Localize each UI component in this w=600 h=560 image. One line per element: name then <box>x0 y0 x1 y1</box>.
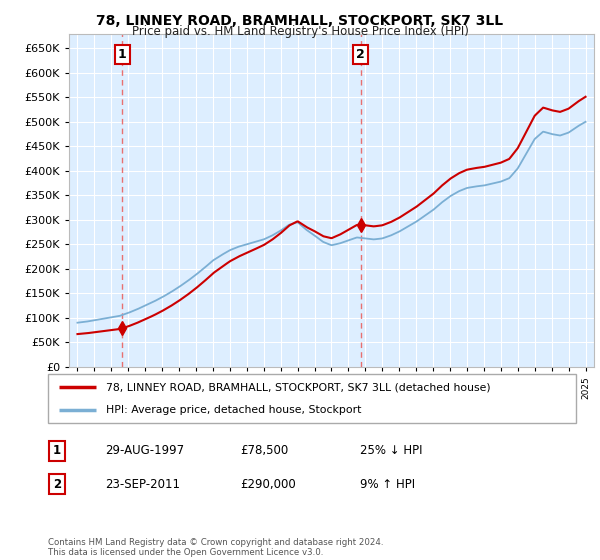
Text: Price paid vs. HM Land Registry's House Price Index (HPI): Price paid vs. HM Land Registry's House … <box>131 25 469 38</box>
Text: 29-AUG-1997: 29-AUG-1997 <box>105 444 184 458</box>
Text: 2: 2 <box>356 48 365 61</box>
Text: 78, LINNEY ROAD, BRAMHALL, STOCKPORT, SK7 3LL (detached house): 78, LINNEY ROAD, BRAMHALL, STOCKPORT, SK… <box>106 382 491 393</box>
Text: 78, LINNEY ROAD, BRAMHALL, STOCKPORT, SK7 3LL: 78, LINNEY ROAD, BRAMHALL, STOCKPORT, SK… <box>97 14 503 28</box>
Text: 1: 1 <box>118 48 127 61</box>
Text: £290,000: £290,000 <box>240 478 296 491</box>
Text: Contains HM Land Registry data © Crown copyright and database right 2024.
This d: Contains HM Land Registry data © Crown c… <box>48 538 383 557</box>
Text: 2: 2 <box>53 478 61 491</box>
Text: HPI: Average price, detached house, Stockport: HPI: Average price, detached house, Stoc… <box>106 405 361 416</box>
Text: £78,500: £78,500 <box>240 444 288 458</box>
Text: 23-SEP-2011: 23-SEP-2011 <box>105 478 180 491</box>
Text: 9% ↑ HPI: 9% ↑ HPI <box>360 478 415 491</box>
FancyBboxPatch shape <box>48 374 576 423</box>
Text: 1: 1 <box>53 444 61 458</box>
Text: 25% ↓ HPI: 25% ↓ HPI <box>360 444 422 458</box>
